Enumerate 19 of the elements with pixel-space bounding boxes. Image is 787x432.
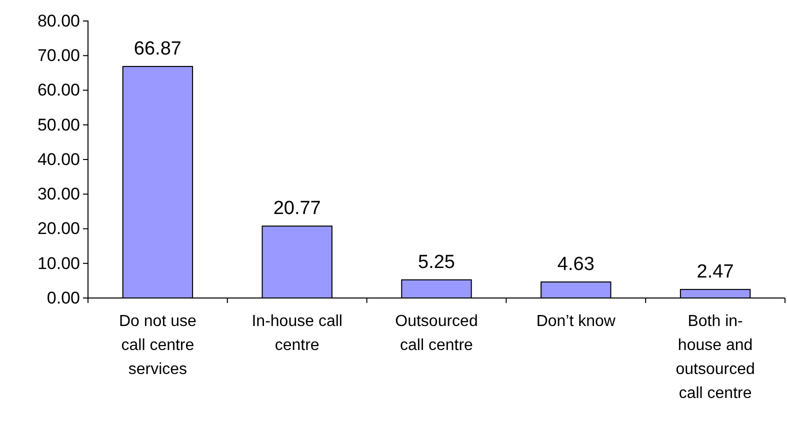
y-tick-label: 70.00 — [37, 46, 80, 66]
x-tick-label: Outsourced call centre — [395, 313, 478, 354]
data-label: 5.25 — [418, 252, 455, 273]
y-tick-label: 50.00 — [37, 115, 80, 134]
y-tick-label: 0.00 — [46, 288, 80, 308]
y-tick-label: 10.00 — [37, 254, 80, 273]
y-tick-label: 20.00 — [37, 219, 80, 238]
y-tick-label: 30.00 — [37, 184, 80, 204]
y-tick-label: 80.00 — [37, 11, 80, 30]
y-tick-label: 60.00 — [37, 80, 80, 100]
data-label: 2.47 — [696, 261, 734, 282]
x-tick-label: Do not use call centre services — [119, 313, 196, 378]
x-tick-label: Both in-house and outsourced call centre — [676, 313, 755, 402]
data-label: 20.77 — [273, 198, 321, 220]
x-tick-label: In-house call centre — [252, 313, 342, 354]
data-label: 66.87 — [134, 38, 182, 60]
x-tick-label: Don’t know — [536, 313, 616, 330]
y-tick-label: 40.00 — [37, 150, 80, 169]
data-label: 4.63 — [557, 254, 594, 275]
